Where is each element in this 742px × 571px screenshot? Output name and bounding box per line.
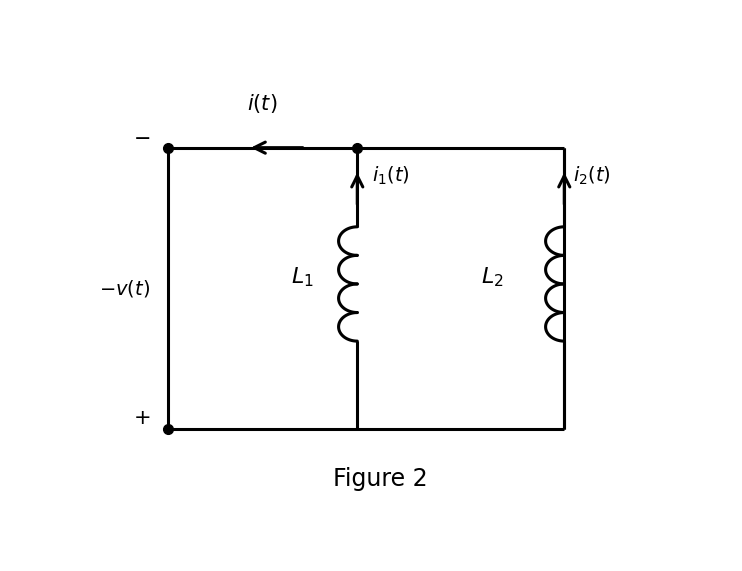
Text: $-$: $-$ [133, 127, 150, 147]
Text: $L_1$: $L_1$ [292, 266, 314, 289]
Text: $i(t)$: $i(t)$ [247, 92, 278, 115]
Text: Figure 2: Figure 2 [333, 467, 427, 490]
Text: $L_2$: $L_2$ [482, 266, 504, 289]
Text: $i_1(t)$: $i_1(t)$ [372, 165, 410, 187]
Text: $-v(t)$: $-v(t)$ [99, 278, 150, 299]
Text: $+$: $+$ [133, 408, 151, 428]
Text: $i_2(t)$: $i_2(t)$ [573, 165, 611, 187]
